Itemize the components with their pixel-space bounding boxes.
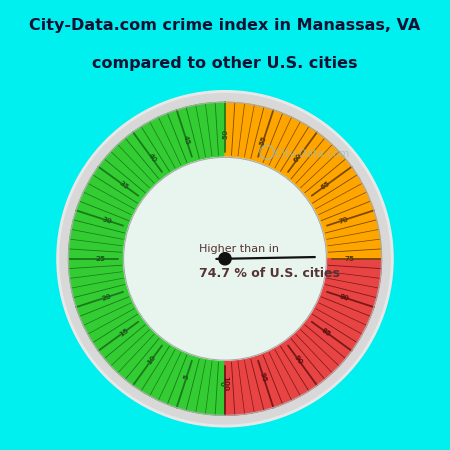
Circle shape [60,94,390,424]
Text: 35: 35 [118,180,130,191]
Wedge shape [68,102,225,415]
Text: City-Data.com: City-Data.com [269,149,350,159]
Text: 100: 100 [222,376,228,391]
Text: 75: 75 [345,256,355,262]
Text: 5: 5 [183,374,190,381]
Text: 45: 45 [182,135,191,146]
Text: 50: 50 [222,129,228,139]
Text: 25: 25 [95,256,105,262]
Text: 65: 65 [320,180,332,191]
Text: 30: 30 [101,216,112,225]
Text: 74.7 % of U.S. cities: 74.7 % of U.S. cities [199,267,340,280]
Wedge shape [225,102,382,259]
Text: Higher than in: Higher than in [199,243,279,254]
Text: 85: 85 [320,327,332,338]
Text: 0: 0 [222,381,228,386]
Text: 15: 15 [118,327,130,338]
Text: compared to other U.S. cities: compared to other U.S. cities [92,56,358,71]
Text: 90: 90 [293,354,304,365]
Text: 55: 55 [259,135,268,146]
Circle shape [68,102,382,415]
Text: 10: 10 [146,354,157,365]
Circle shape [57,91,393,427]
Text: 80: 80 [338,293,349,302]
Text: 70: 70 [338,216,349,225]
Circle shape [219,252,231,265]
Wedge shape [225,259,382,415]
Circle shape [124,158,326,360]
Text: 95: 95 [259,371,268,383]
Text: City-Data.com crime index in Manassas, VA: City-Data.com crime index in Manassas, V… [29,18,421,33]
Text: 60: 60 [293,152,304,164]
Text: 20: 20 [101,293,112,302]
Text: 40: 40 [146,152,157,164]
